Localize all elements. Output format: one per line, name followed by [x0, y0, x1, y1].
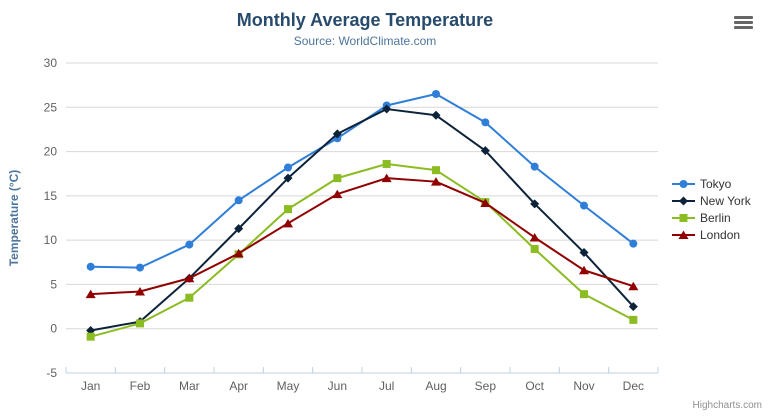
circle-marker-icon: [679, 179, 688, 188]
square-marker-icon[interactable]: [284, 205, 292, 214]
diamond-marker-icon[interactable]: [579, 248, 589, 258]
export-menu-button[interactable]: [734, 16, 753, 29]
diamond-marker-icon[interactable]: [234, 224, 244, 234]
circle-marker-icon[interactable]: [185, 240, 194, 249]
triangle-marker-icon[interactable]: [529, 232, 540, 242]
circle-marker-icon[interactable]: [136, 263, 144, 272]
diamond-marker-icon[interactable]: [480, 146, 490, 156]
triangle-marker-icon[interactable]: [628, 281, 639, 291]
circle-marker-icon[interactable]: [481, 118, 490, 127]
series-line-berlin[interactable]: [89, 162, 635, 338]
y-axis-label: 10: [44, 233, 58, 247]
chart-subtitle: Source: WorldClimate.com: [293, 34, 437, 48]
x-axis-label: Jul: [379, 379, 394, 393]
series-line-london[interactable]: [89, 177, 635, 296]
x-axis-label: Nov: [573, 379, 594, 393]
x-axis-label: Dec: [623, 379, 644, 393]
square-marker-icon[interactable]: [432, 166, 440, 175]
square-marker-icon[interactable]: [382, 159, 391, 168]
diamond-marker-icon[interactable]: [628, 302, 638, 312]
legend-circle-icon: [672, 179, 695, 188]
circle-marker-icon[interactable]: [234, 196, 243, 205]
hamburger-bar-icon: [734, 16, 753, 19]
hamburger-bar-icon: [734, 21, 753, 24]
triangle-marker-icon[interactable]: [85, 289, 96, 299]
x-axis-label: Jan: [81, 379, 100, 393]
square-marker-icon[interactable]: [333, 174, 342, 183]
diamond-marker-icon[interactable]: [283, 173, 293, 183]
legend-item-label: Berlin: [700, 210, 731, 225]
legend-item-label: Tokyo: [700, 176, 732, 191]
diamond-marker-icon[interactable]: [431, 110, 441, 120]
triangle-marker-icon[interactable]: [184, 273, 195, 283]
square-marker-icon: [679, 213, 688, 222]
legend-square-icon: [672, 213, 695, 222]
y-axis-title: Temperature (°C): [7, 170, 21, 267]
x-axis-label: Sep: [475, 379, 497, 393]
circle-marker-icon[interactable]: [432, 90, 440, 98]
square-marker-icon[interactable]: [530, 245, 539, 253]
x-axis-label: Jun: [328, 379, 347, 393]
y-axis-label: 25: [44, 100, 58, 114]
square-marker-icon[interactable]: [136, 319, 144, 328]
diamond-marker-icon[interactable]: [332, 129, 342, 139]
circle-marker-icon[interactable]: [629, 239, 638, 248]
square-marker-icon[interactable]: [86, 332, 95, 341]
legend-item-label: London: [700, 227, 741, 242]
triangle-marker-icon[interactable]: [480, 198, 491, 207]
x-axis-label: Mar: [179, 379, 200, 393]
triangle-marker-icon[interactable]: [431, 177, 441, 186]
circle-marker-icon[interactable]: [530, 162, 539, 171]
circle-marker-icon[interactable]: [284, 163, 292, 172]
legend-item-berlin[interactable]: Berlin: [672, 210, 751, 225]
legend-triangle-icon: [672, 230, 695, 239]
triangle-marker-icon: [678, 230, 689, 239]
triangle-marker-icon[interactable]: [283, 218, 293, 228]
triangle-marker-icon[interactable]: [381, 173, 392, 183]
legend: Tokyo New York Berlin London: [672, 176, 751, 242]
legend-item-london[interactable]: London: [672, 227, 751, 242]
legend-item-tokyo[interactable]: Tokyo: [672, 176, 751, 191]
y-axis-label: 20: [44, 145, 58, 159]
y-axis-label: 5: [50, 277, 57, 291]
square-marker-icon[interactable]: [629, 315, 638, 324]
diamond-marker-icon: [679, 196, 688, 205]
triangle-marker-icon[interactable]: [135, 287, 145, 296]
x-axis-label: Aug: [425, 379, 446, 393]
y-axis-label: 0: [50, 322, 57, 336]
series-line-tokyo[interactable]: [89, 93, 635, 269]
circle-marker-icon[interactable]: [86, 262, 95, 271]
legend-item-new-york[interactable]: New York: [672, 193, 751, 208]
diamond-marker-icon[interactable]: [530, 199, 540, 209]
x-axis-label: Apr: [229, 379, 248, 393]
circle-marker-icon[interactable]: [580, 201, 588, 210]
y-axis-label: 30: [44, 56, 58, 70]
square-marker-icon[interactable]: [580, 290, 588, 299]
triangle-marker-icon[interactable]: [233, 248, 244, 258]
x-axis-label: Feb: [130, 379, 151, 393]
series-line-new-york[interactable]: [89, 108, 635, 332]
x-axis-label: May: [277, 379, 300, 393]
diamond-marker-icon[interactable]: [382, 104, 392, 114]
x-axis-label: Oct: [525, 379, 544, 393]
y-axis-label: -5: [46, 366, 57, 380]
chart-title: Monthly Average Temperature: [236, 10, 494, 30]
y-axis-label: 15: [44, 189, 58, 203]
triangle-marker-icon[interactable]: [332, 189, 343, 199]
legend-item-label: New York: [700, 193, 751, 208]
triangle-marker-icon[interactable]: [579, 265, 589, 275]
square-marker-icon[interactable]: [185, 293, 194, 302]
highcharts-credits-link[interactable]: Highcharts.com: [692, 400, 762, 411]
hamburger-bar-icon: [734, 26, 753, 29]
legend-diamond-icon: [672, 196, 695, 205]
